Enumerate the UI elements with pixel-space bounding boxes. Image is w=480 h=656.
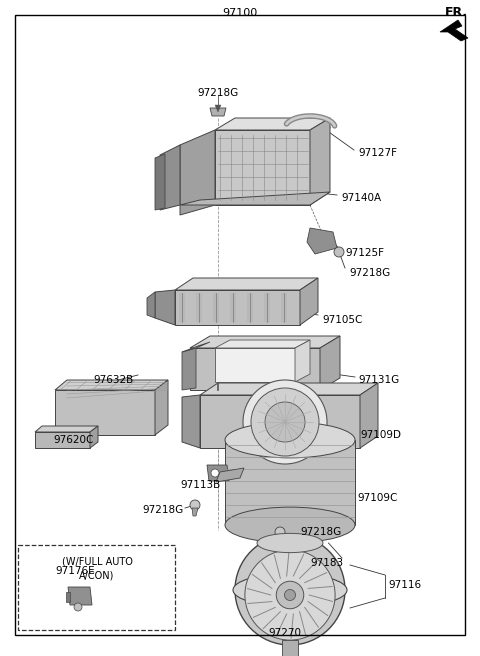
Text: 97100: 97100: [222, 8, 258, 18]
Polygon shape: [175, 278, 318, 290]
Polygon shape: [215, 340, 310, 348]
Circle shape: [243, 380, 327, 464]
Polygon shape: [300, 278, 318, 325]
Circle shape: [190, 500, 200, 510]
Polygon shape: [155, 290, 175, 325]
Polygon shape: [247, 293, 253, 322]
Polygon shape: [192, 508, 198, 516]
Ellipse shape: [257, 533, 323, 552]
Polygon shape: [182, 395, 200, 448]
Polygon shape: [55, 380, 168, 390]
Polygon shape: [320, 336, 340, 390]
Polygon shape: [210, 108, 226, 116]
Text: 97109C: 97109C: [357, 493, 397, 503]
Text: 97183: 97183: [310, 558, 343, 568]
Circle shape: [251, 388, 319, 456]
Text: 97140A: 97140A: [341, 193, 381, 203]
Polygon shape: [90, 426, 98, 448]
Ellipse shape: [233, 573, 347, 607]
Text: 97116: 97116: [388, 580, 421, 590]
Polygon shape: [207, 465, 229, 481]
Circle shape: [276, 581, 304, 609]
Polygon shape: [200, 383, 378, 395]
Polygon shape: [216, 468, 244, 482]
Polygon shape: [307, 228, 337, 254]
Polygon shape: [225, 440, 355, 525]
Text: FR.: FR.: [445, 6, 468, 19]
Polygon shape: [295, 340, 310, 382]
Text: 97270: 97270: [268, 628, 301, 638]
Circle shape: [275, 527, 285, 537]
Polygon shape: [175, 290, 300, 325]
Polygon shape: [155, 380, 168, 435]
Polygon shape: [277, 535, 283, 543]
Text: 97131G: 97131G: [358, 375, 399, 385]
Polygon shape: [200, 395, 360, 448]
Polygon shape: [196, 293, 202, 322]
Ellipse shape: [225, 507, 355, 543]
Bar: [18, 545, 175, 630]
Polygon shape: [68, 587, 92, 605]
Polygon shape: [215, 130, 310, 205]
Text: 97620C: 97620C: [53, 435, 94, 445]
Circle shape: [235, 535, 345, 645]
Text: 97105C: 97105C: [322, 315, 362, 325]
Text: 97218G: 97218G: [142, 505, 183, 515]
Text: (W/FULL AUTO: (W/FULL AUTO: [61, 557, 132, 567]
Polygon shape: [66, 592, 70, 602]
Polygon shape: [264, 293, 270, 322]
Circle shape: [211, 469, 219, 477]
Circle shape: [265, 402, 305, 442]
Circle shape: [74, 603, 82, 611]
Polygon shape: [230, 293, 236, 322]
Text: 97127F: 97127F: [358, 148, 397, 158]
Polygon shape: [180, 192, 330, 205]
Text: 97632B: 97632B: [93, 375, 133, 385]
Polygon shape: [155, 154, 165, 210]
Polygon shape: [190, 348, 320, 390]
Polygon shape: [55, 390, 155, 435]
Text: 97176E: 97176E: [55, 566, 95, 576]
Polygon shape: [310, 118, 330, 205]
Polygon shape: [215, 348, 295, 382]
Polygon shape: [190, 336, 340, 348]
Polygon shape: [180, 130, 215, 215]
Text: A/CON): A/CON): [79, 570, 115, 580]
Circle shape: [285, 590, 296, 600]
Polygon shape: [213, 293, 219, 322]
Polygon shape: [281, 293, 287, 322]
Polygon shape: [215, 118, 330, 130]
Polygon shape: [147, 292, 155, 318]
Polygon shape: [440, 20, 468, 41]
Text: 97218G: 97218G: [300, 527, 341, 537]
Text: 97109D: 97109D: [360, 430, 401, 440]
Polygon shape: [282, 640, 298, 656]
Polygon shape: [179, 293, 185, 322]
Polygon shape: [35, 432, 90, 448]
Circle shape: [245, 550, 335, 640]
Polygon shape: [160, 145, 180, 210]
Polygon shape: [182, 348, 196, 390]
Polygon shape: [35, 426, 98, 432]
Polygon shape: [182, 342, 210, 352]
Polygon shape: [360, 383, 378, 448]
Text: 97218G: 97218G: [197, 88, 239, 98]
Circle shape: [334, 247, 344, 257]
Text: 97113B: 97113B: [180, 480, 220, 490]
Text: 97218G: 97218G: [349, 268, 390, 278]
Polygon shape: [215, 105, 221, 112]
Ellipse shape: [225, 422, 355, 458]
Text: 97125F: 97125F: [345, 248, 384, 258]
